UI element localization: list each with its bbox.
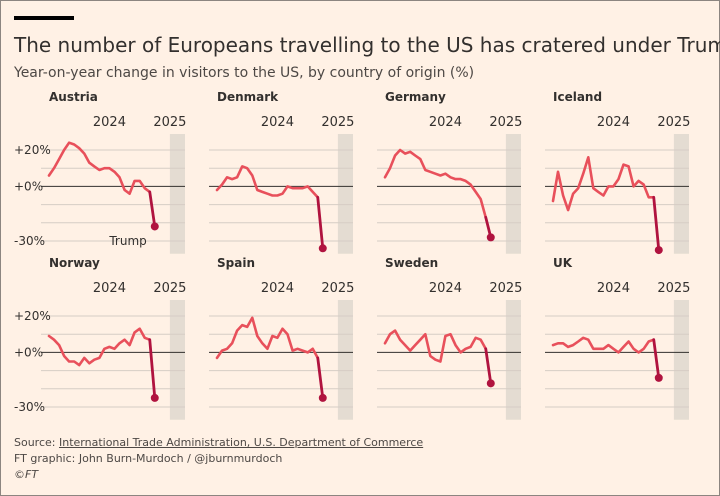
endpoint-dot [486,379,495,388]
endpoint-dot [150,393,159,402]
series-line [47,141,151,195]
x-tick-label: 2024 [93,115,126,130]
panel-title: Denmark [217,90,279,104]
panel-title: UK [553,256,573,270]
series-line [383,148,488,219]
trump-segment [652,338,661,380]
y-tick-label: +20% [14,143,51,157]
x-tick-label: 2025 [321,281,354,296]
y-tick-label: -30% [14,400,45,414]
x-tick-label: 2025 [657,281,690,296]
trump-period-band [673,300,689,420]
trump-period-band [673,134,689,254]
x-tick-label: 2024 [597,281,630,296]
panel-uk: UK 2024 2025 [545,256,690,420]
panel-austria: Austria 2024 2025 +20% +0% -30% Trump [14,90,186,254]
trump-period-band [337,300,353,420]
trump-segment [316,356,325,400]
ft-top-rule [14,16,74,20]
x-tick-label: 2024 [261,115,294,130]
footer-credit: FT graphic: John Burn-Murdoch / @jburnmu… [14,452,283,465]
endpoint-dot [150,222,159,231]
trump-period-band [169,300,185,420]
trump-period-band [337,134,353,254]
panel-title: Spain [217,256,255,270]
chart-subtitle: Year-on-year change in visitors to the U… [14,65,475,81]
chart-title: The number of Europeans travelling to th… [14,33,720,57]
trump-period-band [505,134,521,254]
series-line [551,336,656,354]
trump-period-band [505,300,521,420]
endpoint-dot [486,233,495,242]
x-tick-label: 2025 [657,115,690,130]
series-line [551,156,656,212]
x-tick-label: 2025 [153,115,186,130]
endpoint-dot [318,244,327,253]
panel-spain: Spain 2024 2025 [209,256,354,420]
x-tick-label: 2025 [321,115,354,130]
series-line [215,165,320,199]
series-line [47,327,151,367]
x-tick-label: 2024 [429,115,462,130]
series-line [383,329,488,363]
y-tick-label: +0% [14,179,43,193]
footer-source: Source: International Trade Administrati… [14,436,423,449]
panel-sweden: Sweden 2024 2025 [377,256,522,420]
trump-segment [148,190,157,228]
y-tick-label: +20% [14,309,51,323]
x-tick-label: 2024 [429,281,462,296]
source-prefix: Source: [14,436,59,449]
panel-title: Iceland [553,90,602,104]
x-tick-label: 2024 [597,115,630,130]
x-tick-label: 2025 [489,281,522,296]
panel-iceland: Iceland 2024 2025 [545,90,690,255]
trump-segment [652,195,661,252]
trump-annotation: Trump [108,234,146,248]
x-tick-label: 2025 [153,281,186,296]
trump-segment [484,347,493,385]
footer-copyright: ©FT [14,468,39,481]
trump-segment [316,195,325,250]
y-tick-label: -30% [14,234,45,248]
series-line [215,316,320,360]
panel-title: Sweden [385,256,438,270]
panel-denmark: Denmark 2024 2025 [209,90,354,254]
panel-title: Germany [385,90,446,104]
endpoint-dot [654,373,663,382]
panel-norway: Norway 2024 2025 +20% +0% -30% [14,256,186,420]
panel-germany: Germany 2024 2025 [377,90,522,254]
trump-segment [148,338,157,400]
panel-title: Norway [49,256,100,270]
endpoint-dot [318,393,327,402]
source-link[interactable]: International Trade Administration, U.S.… [58,436,424,449]
x-tick-label: 2024 [93,281,126,296]
panel-title: Austria [49,90,98,104]
x-tick-label: 2024 [261,281,294,296]
endpoint-dot [654,246,663,255]
y-tick-label: +0% [14,345,43,359]
trump-period-band [169,134,185,254]
x-tick-label: 2025 [489,115,522,130]
